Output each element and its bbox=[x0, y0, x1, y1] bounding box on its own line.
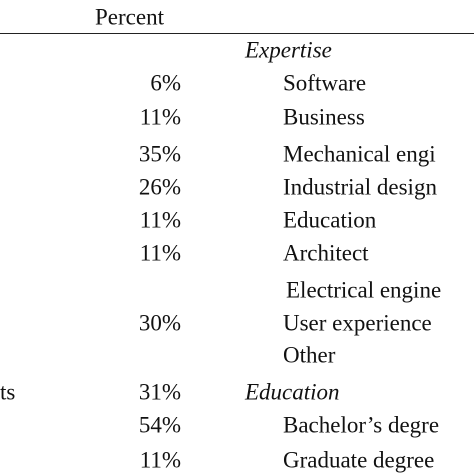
row-label: Business bbox=[283, 104, 365, 130]
row-label: Software bbox=[283, 70, 367, 96]
percent-cell: 35% bbox=[138, 141, 181, 167]
percent-cell: 11% bbox=[139, 447, 181, 473]
table-rule bbox=[0, 33, 474, 34]
row-label: Industrial design bbox=[283, 174, 437, 200]
section-label: Education bbox=[245, 379, 340, 405]
section-label: Expertise bbox=[245, 37, 332, 63]
row-label: Electrical engine bbox=[286, 277, 442, 303]
percent-cell: 54% bbox=[138, 412, 181, 438]
row-label: Education bbox=[283, 207, 377, 233]
row-label: Bachelor’s degre bbox=[283, 412, 440, 438]
percent-cell: 26% bbox=[138, 174, 181, 200]
row-label: Mechanical engi bbox=[283, 141, 436, 167]
row-stub: ts bbox=[0, 379, 16, 405]
row-label: User experience bbox=[283, 310, 432, 336]
column-header: Percent bbox=[95, 4, 164, 30]
percent-cell: 31% bbox=[138, 379, 181, 405]
row-label: Other bbox=[283, 342, 336, 368]
percent-cell: 11% bbox=[139, 240, 181, 266]
percent-cell: 6% bbox=[150, 70, 181, 96]
row-label: Architect bbox=[283, 240, 369, 266]
percent-cell: 30% bbox=[138, 310, 181, 336]
percent-cell: 11% bbox=[139, 207, 181, 233]
percent-cell: 11% bbox=[139, 104, 181, 130]
row-label: Graduate degree bbox=[283, 447, 435, 473]
